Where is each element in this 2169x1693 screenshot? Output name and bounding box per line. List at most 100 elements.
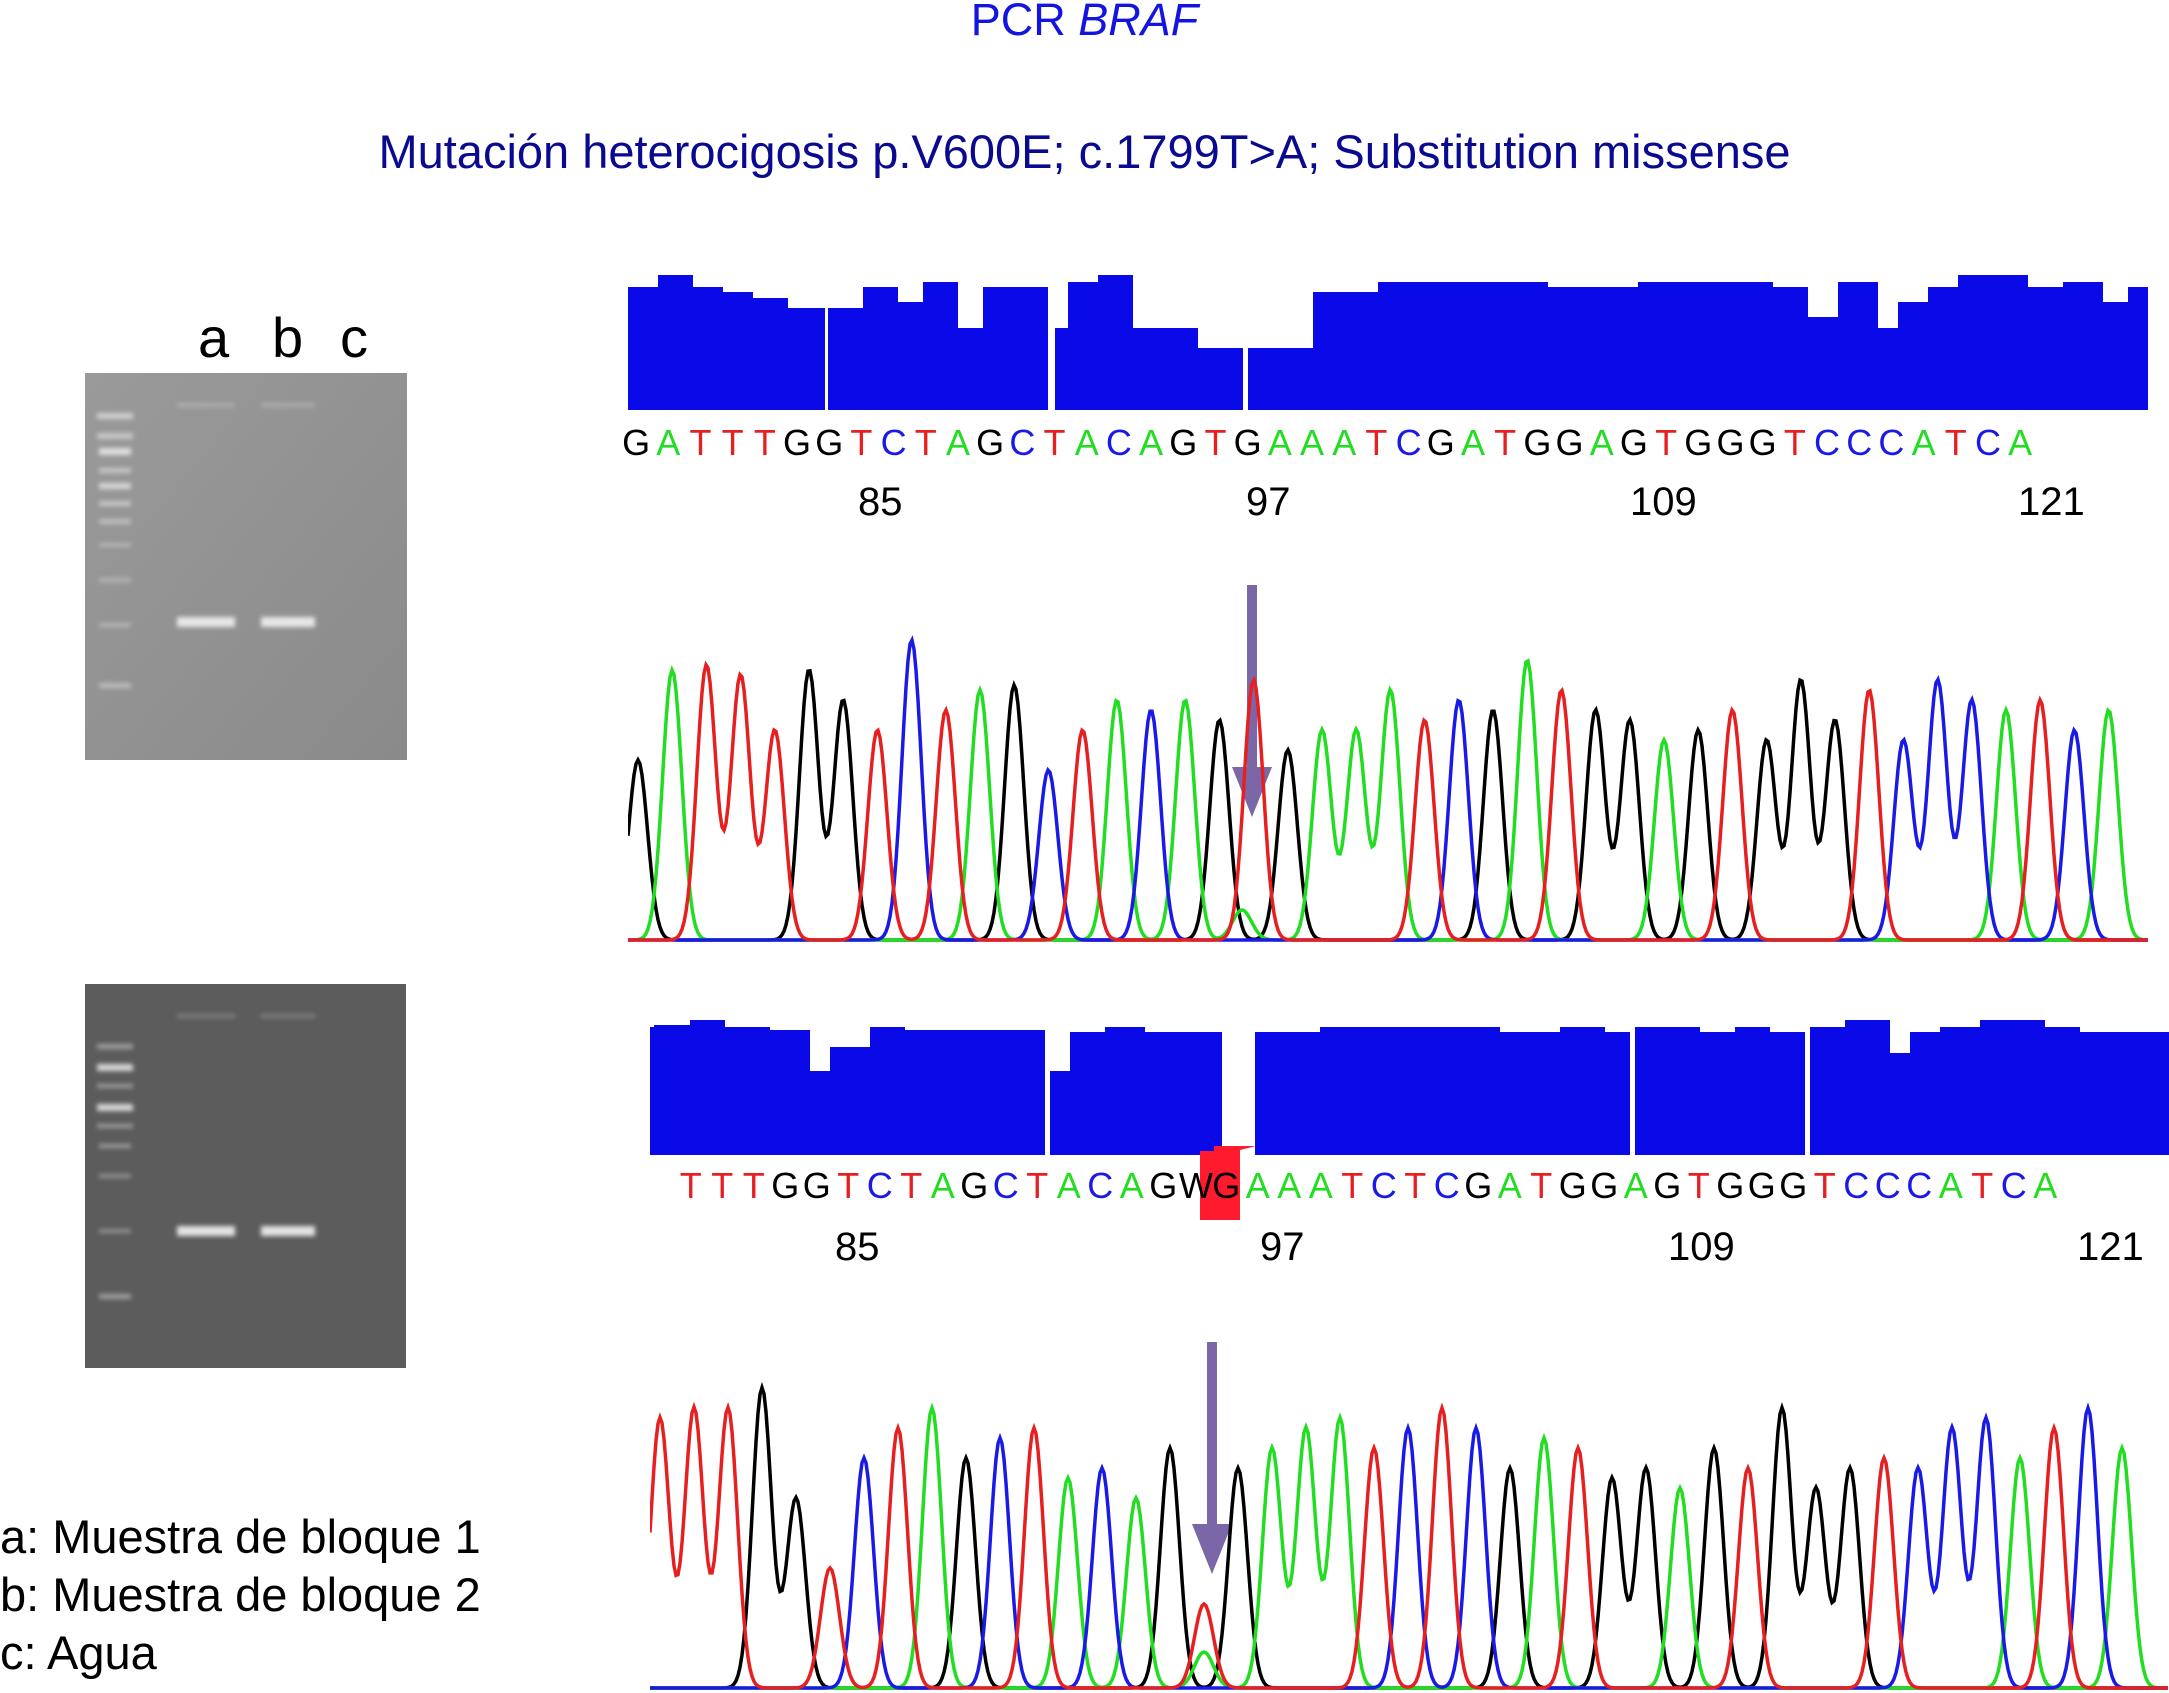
panel1-base-20: A (1267, 422, 1292, 463)
position-109-panel1: 109 (1630, 480, 1697, 524)
panel1-base-32: T (1655, 422, 1678, 463)
panel2-base-19: A (1277, 1165, 1302, 1206)
panel1-base-21: A (1300, 422, 1325, 463)
panel1-base-29: G (1555, 422, 1584, 463)
lane-label-c: c (340, 306, 368, 369)
panel1-base-16: A (1139, 422, 1164, 463)
chromatogram-2 (650, 1381, 2168, 1690)
panel1-base-17: G (1169, 422, 1198, 463)
panel1-base-8: C (880, 422, 907, 463)
position-85-panel2: 85 (835, 1225, 880, 1269)
panel2-base-33: G (1716, 1165, 1745, 1206)
panel1-base-3: T (721, 422, 744, 463)
panel2-base-42: C (2000, 1165, 2027, 1206)
trace-C (650, 1402, 2168, 1690)
panel1-base-19: G (1233, 422, 1262, 463)
panel1-base-6: G (815, 422, 844, 463)
panel2-base-43: A (2033, 1165, 2058, 1206)
trace-C (628, 635, 2148, 942)
panel2-base-2: T (742, 1165, 765, 1206)
panel2-base-32: T (1687, 1165, 1710, 1206)
panel1-base-24: C (1395, 422, 1422, 463)
panel2-base-41: T (1971, 1165, 1994, 1206)
panel1-base-12: C (1009, 422, 1036, 463)
panel2-base-34: G (1747, 1165, 1776, 1206)
trace-T (650, 1401, 2168, 1690)
panel1-base-27: T (1494, 422, 1517, 463)
panel1-base-2: T (689, 422, 712, 463)
panel2-base-37: C (1843, 1165, 1870, 1206)
panel1-base-42: C (1974, 422, 2001, 463)
panel1-base-14: A (1074, 422, 1099, 463)
mutation-arrow-2 (1192, 1342, 1232, 1574)
figure-title: PCR BRAF (0, 0, 2169, 46)
position-85-panel1: 85 (858, 480, 903, 524)
position-97-panel2: 97 (1260, 1225, 1305, 1269)
base-calls-2: T T T GG T C T A G C T A C A GWG A A A T C T C G A T GG A G T GGG T C C C… (675, 1165, 2061, 1207)
panel2-base-31: G (1653, 1165, 1682, 1206)
quality-bars-2 (650, 1020, 2169, 1155)
gel-image-1 (85, 373, 407, 760)
quality-bars-1 (628, 275, 2148, 410)
panel1-base-9: T (914, 422, 937, 463)
panel2-base-0: T (679, 1165, 702, 1206)
panel2-base-7: T (900, 1165, 923, 1206)
panel1-base-26: A (1460, 422, 1485, 463)
panel1-base-31: G (1619, 422, 1648, 463)
panel2-base-29: G (1590, 1165, 1619, 1206)
panel2-base-38: C (1874, 1165, 1901, 1206)
lane-label-b: b (272, 306, 304, 369)
trace-T (628, 660, 2148, 942)
panel1-base-40: A (1911, 422, 1936, 463)
position-109-panel2: 109 (1668, 1225, 1735, 1269)
panel2-base-28: G (1558, 1165, 1587, 1206)
position-97-panel1: 97 (1246, 480, 1291, 524)
panel2-base-40: A (1938, 1165, 1963, 1206)
panel2-base-14: A (1119, 1165, 1144, 1206)
panel2-base-39: C (1906, 1165, 1933, 1206)
panel1-base-0: G (622, 422, 651, 463)
panel1-base-35: G (1748, 422, 1777, 463)
panel1-base-28: G (1523, 422, 1552, 463)
gel-image-2 (85, 984, 406, 1368)
panel2-base-11: T (1026, 1165, 1049, 1206)
panel2-base-17: G (1212, 1165, 1241, 1206)
figure-subtitle: Mutación heterocigosis p.V600E; c.1799T>… (378, 125, 1791, 178)
panel2-base-22: C (1370, 1165, 1397, 1206)
panel1-base-25: G (1426, 422, 1455, 463)
legend-item-b: b: Muestra de bloque 2 (0, 1568, 481, 1621)
panel1-base-43: A (2008, 422, 2033, 463)
panel2-base-35: G (1779, 1165, 1808, 1206)
panel1-base-38: C (1846, 422, 1873, 463)
panel2-base-16: W (1179, 1165, 1213, 1206)
panel2-base-3: G (771, 1165, 800, 1206)
panel1-base-4: T (753, 422, 776, 463)
chromatogram-1 (628, 635, 2148, 942)
legend-item-a: a: Muestra de bloque 1 (0, 1510, 481, 1563)
trace-A (628, 658, 2148, 942)
panel2-base-26: A (1497, 1165, 1522, 1206)
panel2-base-10: C (992, 1165, 1019, 1206)
panel2-base-20: A (1308, 1165, 1333, 1206)
panel1-base-5: G (783, 422, 812, 463)
panel1-base-30: A (1589, 422, 1614, 463)
panel1-base-37: C (1814, 422, 1841, 463)
panel1-base-39: C (1878, 422, 1905, 463)
position-121-panel1: 121 (2018, 480, 2085, 524)
legend-item-c: c: Agua (0, 1626, 157, 1679)
panel1-base-10: A (945, 422, 970, 463)
panel2-base-30: A (1623, 1165, 1648, 1206)
panel2-base-18: A (1245, 1165, 1270, 1206)
panel2-base-8: A (930, 1165, 955, 1206)
panel1-base-41: T (1944, 422, 1967, 463)
panel1-base-7: T (850, 422, 873, 463)
panel2-base-25: G (1464, 1165, 1493, 1206)
panel1-base-11: G (976, 422, 1005, 463)
panel1-base-34: G (1716, 422, 1745, 463)
panel2-base-4: G (802, 1165, 831, 1206)
panel2-base-6: C (866, 1165, 893, 1206)
panel2-base-36: T (1813, 1165, 1836, 1206)
lane-label-a: a (198, 306, 230, 369)
panel1-base-22: A (1332, 422, 1357, 463)
